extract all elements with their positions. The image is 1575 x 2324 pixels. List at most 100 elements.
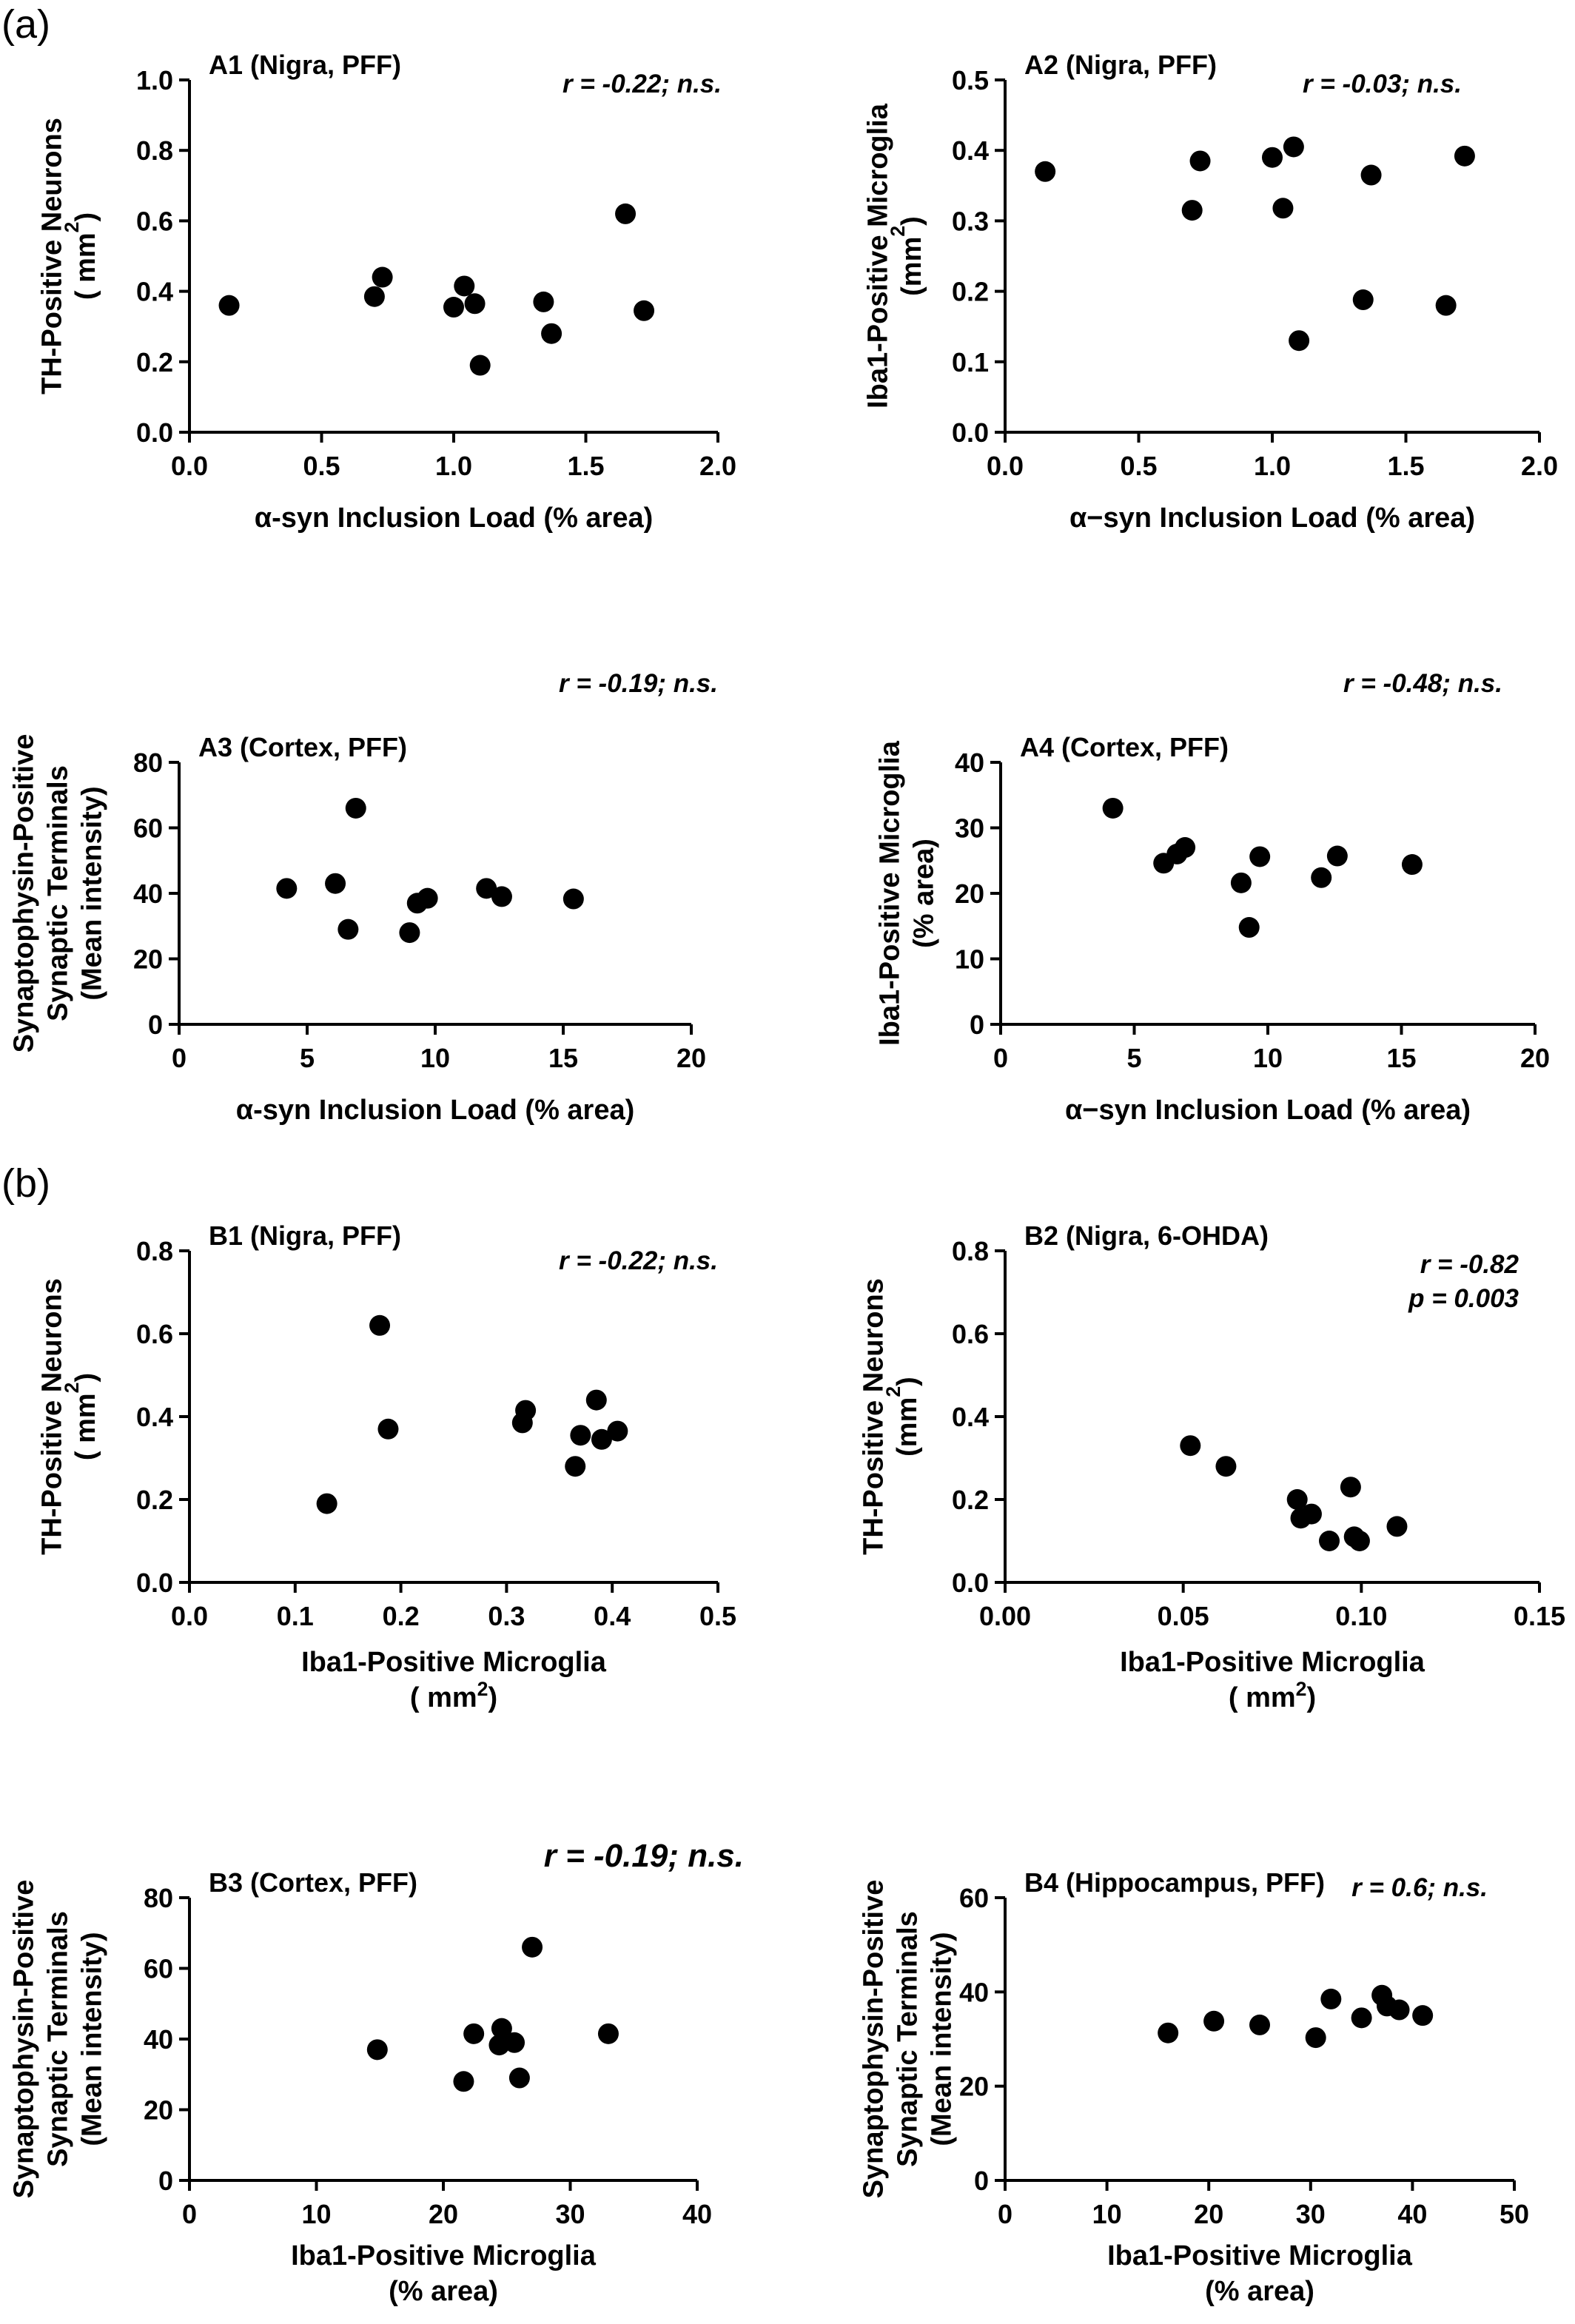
data-point [1401, 854, 1423, 876]
data-point [1189, 150, 1211, 172]
y-tick-label: 0.0 [952, 417, 989, 448]
data-point [1319, 1531, 1340, 1551]
chart-title: B2 (Nigra, 6-OHDA) [1024, 1220, 1269, 1251]
data-point [1454, 145, 1475, 167]
data-point [1320, 1988, 1342, 2009]
y-axis-label: (mm2) [887, 216, 927, 296]
y-tick-label: 60 [133, 813, 163, 844]
x-axis-label: (% area) [1205, 2276, 1314, 2307]
y-axis-label: TH-Positive Neurons [36, 1278, 67, 1555]
x-tick-label: 30 [1296, 2199, 1326, 2229]
chart-a4: 0 5 10 15 20 0 10 20 30 40 A4 (Cortex, PFF) r = -0.… [874, 669, 1550, 1126]
y-tick-label: 0.4 [136, 1402, 173, 1432]
y-tick-label: 80 [133, 748, 163, 778]
x-axis-label: α−syn Inclusion Load (% area) [1069, 503, 1475, 534]
x-tick-label: 20 [1520, 1043, 1550, 1073]
correlation-annotation: r = -0.48; n.s. [1343, 669, 1502, 698]
x-tick-label: 0.3 [488, 1601, 525, 1631]
chart-title: A4 (Cortex, PFF) [1020, 732, 1229, 762]
section-label-a: (a) [1, 2, 50, 47]
x-tick-label: 1.0 [1254, 451, 1291, 481]
data-point [615, 203, 637, 224]
chart-b1: 0.0 0.1 0.2 0.3 0.4 0.5 0.0 0.2 0.4 0.6 0.8 B1 (Nig… [36, 1220, 736, 1713]
y-tick-label: 0.8 [952, 1236, 989, 1266]
y-tick-label: 0.0 [952, 1568, 989, 1598]
y-tick-label: 0.8 [136, 1236, 173, 1266]
correlation-annotation: r = 0.6; n.s. [1351, 1873, 1488, 1902]
y-axis-label: Synaptic Terminals [42, 1911, 73, 2167]
correlation-annotation: r = -0.82 [1420, 1250, 1519, 1279]
x-tick-label: 40 [682, 2199, 712, 2229]
data-point [1215, 1456, 1237, 1477]
y-tick-label: 20 [133, 944, 163, 975]
x-tick-label: 0.2 [383, 1601, 420, 1631]
x-tick-label: 0.00 [979, 1601, 1031, 1631]
y-tick-label: 0.4 [952, 135, 989, 166]
x-tick-label: 2.0 [1521, 451, 1558, 481]
chart-title: A2 (Nigra, PFF) [1024, 50, 1217, 80]
correlation-annotation: r = -0.22; n.s. [562, 70, 722, 98]
y-tick-label: 1.0 [136, 65, 173, 95]
data-point [276, 878, 298, 899]
data-point [469, 355, 491, 376]
y-tick-label: 0 [974, 2166, 989, 2196]
x-tick-label: 20 [676, 1043, 706, 1073]
x-tick-label: 10 [1092, 2199, 1122, 2229]
y-tick-label: 40 [955, 748, 984, 778]
y-tick-label: 0.2 [136, 1485, 173, 1515]
chart-a2: 0.0 0.5 1.0 1.5 2.0 0.0 0.1 0.2 0.3 0.4 0.5 A2 (Nig… [862, 50, 1558, 534]
y-axis-label: (mm2) [882, 1377, 923, 1457]
data-point [443, 297, 464, 318]
y-tick-label: 0.4 [952, 1402, 989, 1432]
chart-a1: 0.0 0.5 1.0 1.5 2.0 0.0 0.2 0.4 0.6 0.8 1.0 A1 (Nig… [36, 50, 736, 534]
data-point [1351, 2007, 1372, 2029]
y-axis-label: (Mean intensity) [76, 786, 107, 1000]
data-point [1249, 2014, 1270, 2035]
data-point [1283, 136, 1304, 158]
data-point [488, 2035, 510, 2056]
x-tick-label: 0.15 [1514, 1601, 1565, 1631]
x-tick-label: 40 [1397, 2199, 1427, 2229]
x-tick-label: 1.0 [435, 451, 472, 481]
data-point [372, 266, 393, 288]
x-tick-label: 1.5 [1387, 451, 1424, 481]
data-point [1340, 1477, 1361, 1498]
data-point [476, 878, 497, 899]
y-tick-label: 60 [959, 1883, 989, 1913]
data-point [454, 275, 475, 297]
x-tick-label: 1.5 [567, 451, 604, 481]
x-tick-label: 0 [993, 1043, 1008, 1073]
y-tick-label: 0.8 [136, 135, 173, 166]
x-axis-label: ( mm2) [1229, 1678, 1316, 1713]
y-axis-label: ( mm2) [61, 212, 101, 300]
data-point [1305, 2027, 1326, 2049]
data-point [464, 293, 486, 315]
data-point [565, 1456, 586, 1477]
x-axis-label: Iba1-Positive Microglia [1107, 2240, 1413, 2271]
chart-title: A1 (Nigra, PFF) [209, 50, 401, 80]
chart-b4: 0 10 20 30 40 50 0 20 40 60 B4 (Hippocampus, PFF) r… [858, 1867, 1529, 2307]
y-axis-label: Synaptophysin-Positive [858, 1880, 889, 2199]
chart-title: B4 (Hippocampus, PFF) [1024, 1867, 1325, 1898]
chart-b3: 0 10 20 30 40 0 20 40 60 80 B3 (Cortex, PFF) r = -0… [8, 1838, 744, 2307]
data-point [1158, 2022, 1179, 2043]
y-tick-label: 20 [955, 879, 984, 909]
y-tick-label: 0.2 [952, 277, 989, 307]
x-tick-label: 0.05 [1158, 1601, 1209, 1631]
data-point [508, 2067, 530, 2089]
y-axis-label: (Mean intensity) [926, 1932, 957, 2146]
x-tick-label: 0.0 [171, 1601, 208, 1631]
data-point [515, 1400, 537, 1421]
x-tick-label: 0.5 [303, 451, 340, 481]
data-point [1349, 1531, 1370, 1551]
x-tick-label: 20 [1194, 2199, 1223, 2229]
y-tick-label: 0 [970, 1010, 984, 1040]
data-point [634, 300, 655, 321]
data-point [522, 1936, 543, 1958]
y-tick-label: 20 [959, 2072, 989, 2102]
data-point [363, 286, 385, 307]
y-tick-label: 80 [144, 1883, 173, 1913]
data-point [1360, 164, 1382, 186]
data-point [1181, 200, 1203, 221]
